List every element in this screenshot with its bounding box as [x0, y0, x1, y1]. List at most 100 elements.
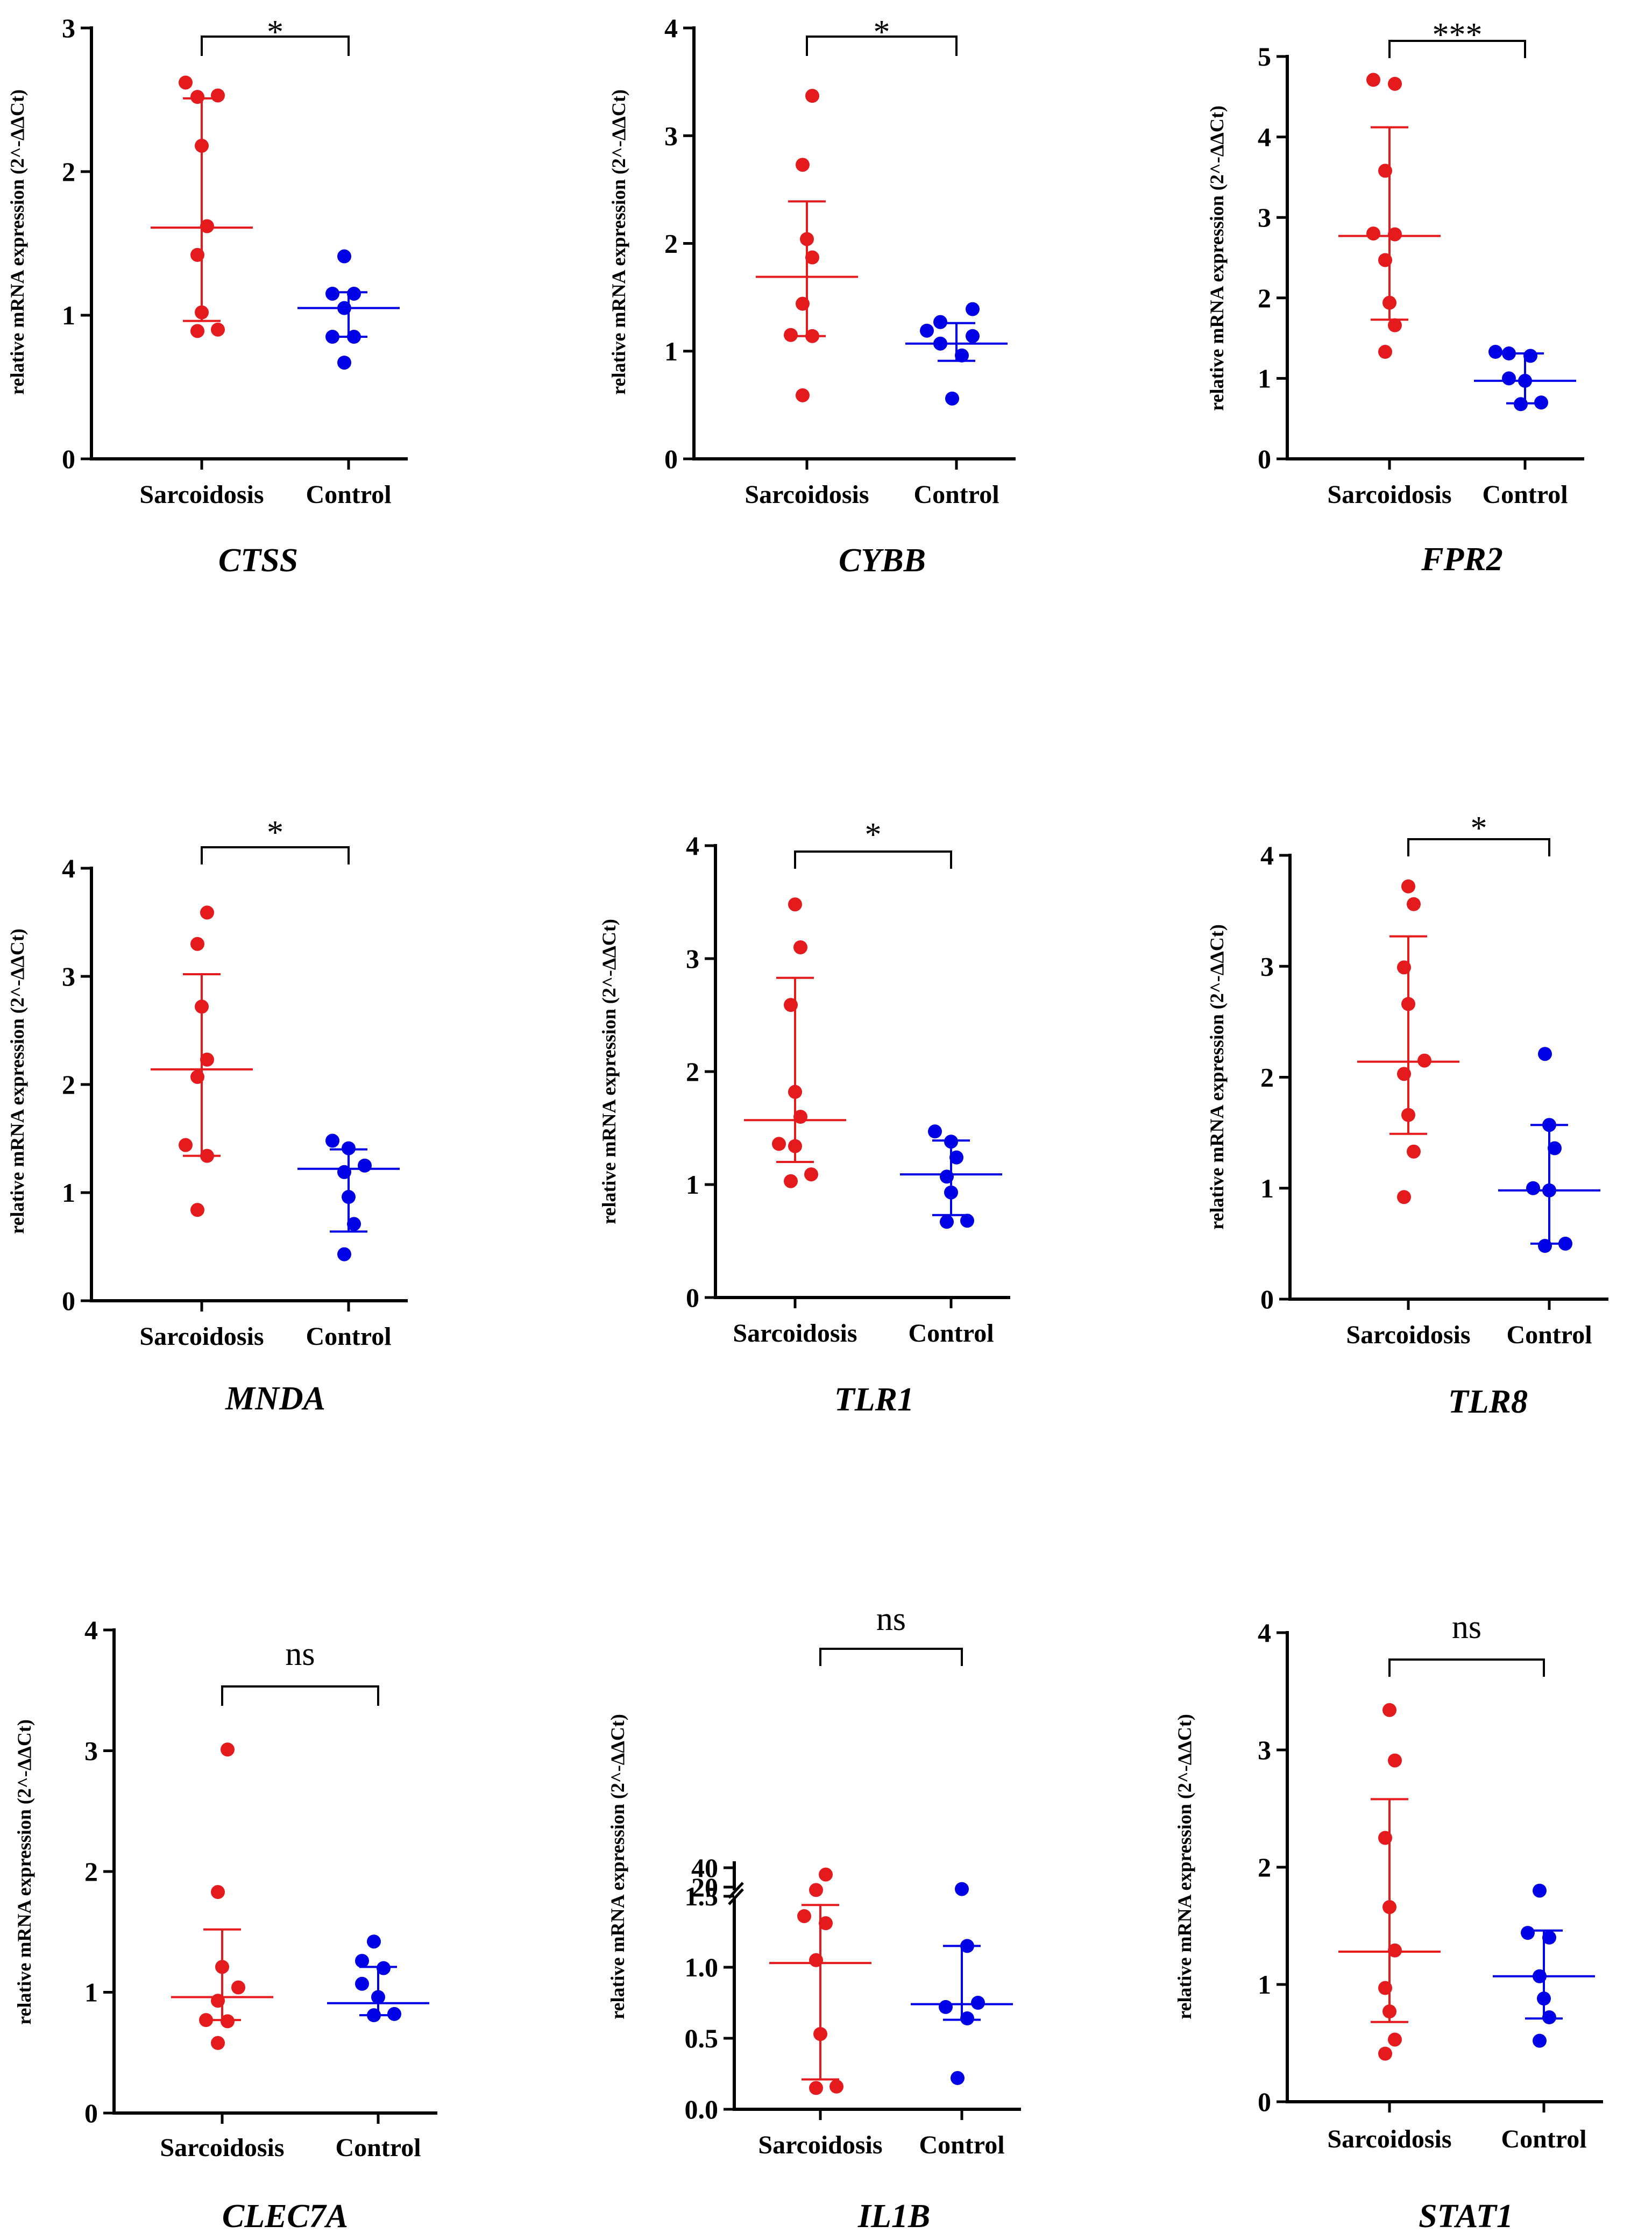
sarcoidosis-point	[1397, 1190, 1411, 1204]
significance-bracket	[806, 36, 958, 56]
significance-bracket	[1388, 1658, 1545, 1677]
x-tick-label: Control	[306, 480, 391, 509]
sarcoidosis-point	[784, 1174, 798, 1188]
sarcoidosis-point	[788, 1139, 802, 1153]
sarcoidosis-point	[195, 138, 209, 153]
control-point	[960, 2011, 974, 2026]
sarcoidosis-point	[1401, 879, 1415, 894]
significance-label: *	[267, 814, 283, 851]
control-point	[1542, 1930, 1556, 1945]
y-tick-label: 3	[62, 13, 75, 43]
y-tick-label: 3	[62, 961, 75, 991]
sarcoidosis-point	[200, 219, 214, 233]
panel-stat1: 0 1 2 3 4 relative mRNA expression (2^-ΔΔCt) S…	[1174, 1609, 1603, 2233]
control-point	[342, 1141, 356, 1156]
control-point	[355, 1954, 369, 1968]
control-point	[944, 1185, 958, 1200]
y-tick-label: 1	[664, 336, 678, 366]
sarcoidosis-point	[1388, 1753, 1402, 1768]
y-tick-label: 2	[1258, 1852, 1271, 1882]
y-axis-title: relative mRNA expression (2^-ΔΔCt)	[598, 919, 620, 1224]
y-tick-label: 4	[84, 1615, 98, 1645]
control-point	[337, 356, 351, 370]
sarcoidosis-point	[1388, 318, 1402, 332]
control-point	[933, 315, 947, 329]
sarcoidosis-point	[211, 1994, 225, 2008]
sarcoidosis-point	[829, 2079, 843, 2094]
gene-title: FPR2	[1421, 541, 1503, 578]
y-tick-label: 0	[62, 444, 75, 474]
y-tick-label: 5	[1258, 41, 1271, 72]
y-tick-label: 40	[691, 1853, 718, 1883]
y-tick-label: 0	[84, 2098, 98, 2128]
control-point	[1526, 1181, 1540, 1195]
sarcoidosis-point	[1378, 164, 1392, 178]
sarcoidosis-point	[221, 2014, 235, 2029]
y-axis-title: relative mRNA expression (2^-ΔΔCt)	[607, 1714, 628, 2019]
sarcoidosis-point	[1382, 295, 1396, 310]
x-tick-label: Sarcoidosis	[1327, 2125, 1451, 2153]
sarcoidosis-point	[1388, 2032, 1402, 2047]
panel-tlr8: 0 1 2 3 4 relative mRNA expression (2^-ΔΔCt) S…	[1206, 810, 1608, 1420]
x-tick-label: Control	[908, 1319, 994, 1348]
sarcoidosis-point	[1378, 2046, 1392, 2061]
x-tick-label: Sarcoidosis	[160, 2133, 284, 2162]
significance-bracket	[221, 1685, 379, 1706]
control-point	[966, 329, 980, 343]
control-point	[944, 1135, 958, 1149]
sarcoidosis-point	[190, 1203, 204, 1217]
x-tick-label: Sarcoidosis	[758, 2131, 882, 2159]
y-tick-label: 0	[1258, 2087, 1271, 2117]
sarcoidosis-point	[190, 247, 204, 262]
y-tick-label: 2	[62, 157, 75, 187]
sarcoidosis-point	[1407, 1144, 1421, 1159]
gene-title: TLR1	[834, 1381, 914, 1418]
panel-ctss: 0 1 2 3 relative mRNA expression (2^-ΔΔCt) Sa…	[6, 13, 408, 579]
y-tick-label: 4	[1258, 1618, 1271, 1648]
y-tick-label: 1	[686, 1169, 699, 1200]
sarcoidosis-point	[1397, 960, 1411, 975]
y-axis-title: relative mRNA expression (2^-ΔΔCt)	[608, 89, 629, 395]
y-tick-label: 3	[1258, 202, 1271, 232]
sarcoidosis-point	[784, 328, 798, 342]
sarcoidosis-point	[805, 329, 819, 343]
sarcoidosis-point	[215, 1960, 229, 1974]
y-tick-label: 1	[1260, 1173, 1274, 1203]
sarcoidosis-point	[190, 1069, 204, 1084]
sarcoidosis-point	[800, 232, 814, 246]
y-axis-title: relative mRNA expression (2^-ΔΔCt)	[6, 89, 28, 395]
x-tick-label: Sarcoidosis	[733, 1319, 857, 1348]
gene-title: STAT1	[1419, 2198, 1513, 2233]
control-point	[1502, 346, 1516, 361]
sarcoidosis-point	[805, 89, 819, 103]
control-point	[940, 1215, 954, 1229]
control-point	[920, 323, 934, 338]
gene-title: CLEC7A	[222, 2198, 348, 2233]
control-point	[1521, 1926, 1535, 1940]
control-point	[1488, 345, 1502, 359]
y-tick-label: 1	[1258, 1969, 1271, 2000]
x-tick-label: Sarcoidosis	[139, 1322, 264, 1351]
sarcoidosis-point	[1401, 1108, 1415, 1122]
sarcoidosis-point	[813, 2027, 827, 2041]
gene-title: CTSS	[218, 542, 298, 579]
control-point	[1548, 1141, 1562, 1156]
y-tick-label: 4	[62, 853, 75, 883]
control-point	[1502, 371, 1516, 386]
sarcoidosis-point	[788, 1084, 802, 1099]
sarcoidosis-point	[809, 1883, 823, 1897]
y-tick-label: 0	[664, 444, 678, 474]
gene-title: IL1B	[857, 2198, 930, 2233]
x-tick-label: Control	[1506, 1321, 1592, 1349]
panel-cybb: 0 1 2 3 4 relative mRNA expression (2^-ΔΔCt) S…	[608, 13, 1016, 579]
control-point	[951, 2071, 965, 2085]
control-point	[1542, 1118, 1556, 1132]
significance-bracket	[1407, 838, 1550, 856]
control-point	[960, 1214, 974, 1228]
y-tick-label: 0	[1260, 1284, 1274, 1314]
panel-tlr1: 0 1 2 3 4 relative mRNA expression (2^-ΔΔCt) S…	[598, 817, 1010, 1418]
sarcoidosis-point	[1407, 897, 1421, 911]
sarcoidosis-point	[195, 305, 209, 320]
gene-title: MNDA	[225, 1380, 325, 1417]
